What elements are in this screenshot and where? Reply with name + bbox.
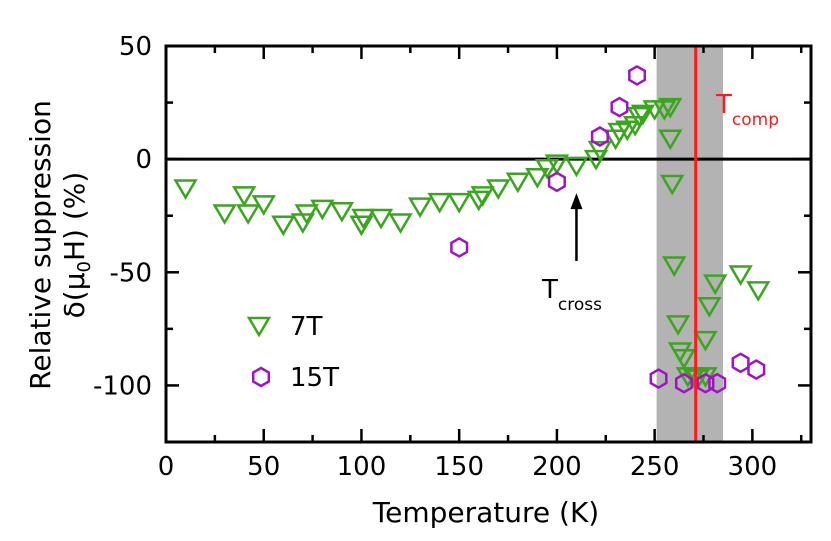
y-axis-title-sub: 0 — [74, 261, 95, 272]
t-comp-label: Tcomp — [715, 90, 779, 130]
y-tick-label: 0 — [135, 145, 152, 175]
data-point-7t — [505, 172, 531, 194]
data-point-7t — [271, 215, 296, 237]
t-cross-arrow-head — [570, 193, 583, 210]
legend: 7T 15T — [246, 312, 339, 393]
x-tick-label: 300 — [728, 452, 778, 482]
data-point-7t — [665, 315, 691, 336]
y-tick-labels: 50 0 -50 -100 — [93, 32, 152, 401]
plot-frame — [164, 44, 813, 444]
data-point-7t — [703, 274, 728, 296]
data-point-15t — [649, 368, 668, 390]
y-axis-title-line2: δ(μ0H) (%) — [58, 172, 95, 319]
data-point-15t — [610, 96, 629, 118]
data-point-7t — [660, 174, 685, 196]
t-cross-sub: cross — [558, 295, 602, 315]
x-tick-labels: 0 50 100 150 200 250 300 — [158, 452, 777, 482]
data-point-7t — [294, 204, 319, 225]
data-point-7t — [427, 192, 452, 214]
legend-label-7t: 7T — [290, 312, 323, 342]
data-point-7t — [407, 197, 433, 219]
data-point-7t — [697, 296, 722, 318]
data-point-7t — [173, 179, 198, 201]
data-point-7t — [652, 100, 677, 121]
data-point-7t — [351, 208, 376, 230]
data-point-15t — [747, 359, 766, 381]
data-point-7t — [626, 106, 652, 128]
data-point-7t — [658, 97, 683, 119]
data-point-7t — [630, 104, 656, 126]
data-point-7t — [329, 201, 355, 223]
y-axis-title-prefix: δ(μ — [58, 272, 91, 318]
data-point-15t — [590, 126, 609, 147]
x-tick-label: 50 — [247, 452, 280, 482]
data-point-7t — [310, 199, 335, 221]
data-point-7t — [388, 213, 413, 234]
legend-label-15t: 15T — [290, 363, 339, 393]
x-tick-label: 0 — [158, 452, 175, 482]
t-comp-sub: comp — [732, 110, 779, 130]
data-point-7t — [212, 204, 237, 225]
x-tick-label: 100 — [337, 452, 387, 482]
y-tick-label: -100 — [93, 371, 152, 401]
data-point-7t — [534, 158, 560, 180]
data-point-7t — [564, 156, 589, 178]
y-tick-label: -50 — [110, 258, 152, 288]
data-point-7t — [587, 140, 613, 162]
data-point-7t — [728, 265, 753, 287]
t-comp-main: T — [715, 90, 732, 120]
t-cross-main: T — [541, 275, 558, 305]
x-tick-label: 200 — [532, 452, 582, 482]
data-point-7t — [470, 186, 495, 207]
series-7t — [173, 97, 771, 391]
t-cross-label: Tcross — [541, 275, 602, 315]
data-point-7t — [746, 281, 771, 302]
data-point-15t — [547, 171, 566, 193]
data-point-7t — [525, 167, 550, 189]
markers-layer — [173, 46, 771, 442]
data-point-15t — [628, 64, 647, 86]
series-15t — [450, 64, 766, 394]
x-axis-title: Temperature (K) — [372, 496, 599, 529]
y-axis-title-suffix: H) (%) — [58, 172, 91, 261]
data-point-15t — [450, 236, 469, 258]
data-point-7t — [231, 186, 257, 207]
data-point-7t — [368, 208, 394, 230]
data-point-15t — [731, 352, 750, 374]
data-point-7t — [251, 195, 276, 216]
data-point-7t — [671, 349, 697, 370]
data-point-7t — [486, 179, 511, 201]
data-point-15t — [674, 372, 693, 394]
legend-marker-7t — [246, 316, 272, 338]
x-tick-label: 250 — [630, 452, 680, 482]
data-point-15t — [696, 372, 715, 394]
data-point-7t — [658, 129, 683, 151]
data-point-15t — [708, 372, 727, 394]
data-point-7t — [544, 154, 570, 176]
x-tick-label: 150 — [434, 452, 484, 482]
y-axis-title-line1: Relative suppression — [24, 100, 57, 390]
y-tick-label: 50 — [119, 32, 152, 62]
data-point-7t — [349, 215, 374, 237]
data-point-7t — [235, 204, 261, 225]
data-point-7t — [693, 330, 718, 352]
legend-marker-15t — [251, 366, 271, 388]
data-point-7t — [446, 192, 472, 214]
data-point-7t — [661, 256, 687, 277]
axes-layer — [164, 44, 813, 444]
